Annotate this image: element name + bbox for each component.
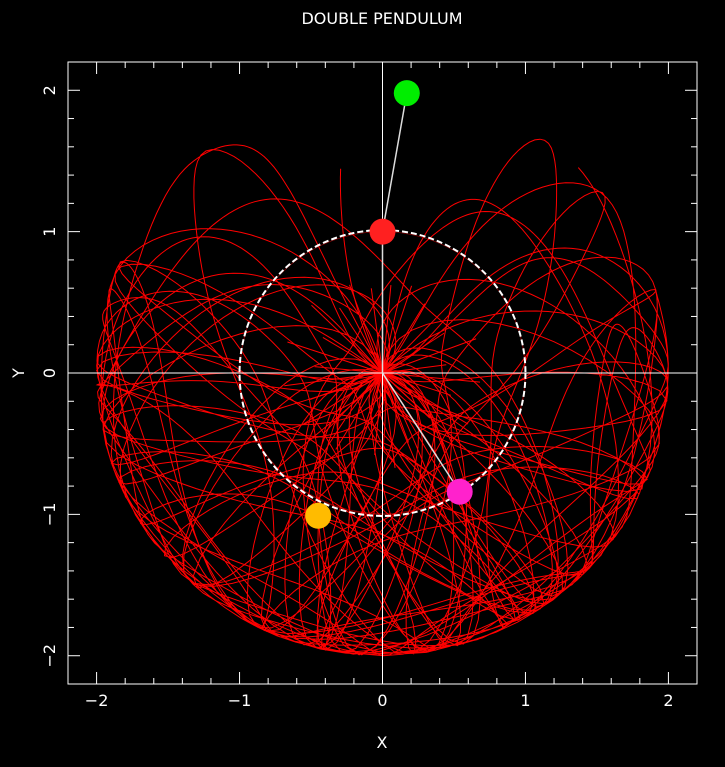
center-spoke [302, 372, 383, 426]
x-axis-label: X [377, 733, 388, 752]
center-spoke [382, 372, 469, 425]
x-tick-label: 2 [663, 691, 673, 710]
x-tick-label: −2 [85, 691, 109, 710]
x-tick-label: 1 [520, 691, 530, 710]
pendulum-bob [369, 218, 396, 245]
center-spoke [382, 303, 426, 374]
center-spoke [370, 288, 383, 374]
center-spoke [335, 372, 383, 450]
center-spoke [382, 332, 445, 374]
center-spoke [382, 284, 392, 374]
center-spoke [314, 366, 383, 374]
pendulum-rod [381, 372, 461, 493]
inner-bob-trail [239, 231, 526, 515]
center-spoke [382, 338, 477, 374]
pendulum-bob [305, 502, 332, 529]
center-spoke [382, 372, 409, 443]
y-tick-label: 1 [40, 227, 59, 237]
y-axis-label: Y [9, 368, 28, 379]
pendulum-rod [381, 92, 408, 232]
center-spoke [284, 372, 383, 387]
y-tick-label: −2 [40, 644, 59, 668]
center-spoke [353, 372, 383, 460]
center-spoke [382, 372, 452, 396]
y-tick-label: −1 [40, 503, 59, 527]
pendulum-rods [381, 92, 461, 493]
chart-title: DOUBLE PENDULUM [301, 9, 462, 28]
center-spoke [382, 285, 413, 374]
center-spoke [339, 307, 383, 374]
pendulum-bob [393, 80, 420, 107]
center-spoke [382, 372, 481, 383]
center-spoke [322, 372, 383, 435]
center-spoke [382, 364, 447, 374]
center-spoke [311, 304, 383, 374]
center-spoke [382, 372, 396, 469]
center-spoke [287, 341, 383, 374]
center-spoke [349, 284, 383, 374]
pendulum-bobs [305, 80, 473, 529]
center-spoke [374, 372, 383, 455]
tick-marks: −2 −1 0 1 2 −2 −1 0 1 2 [40, 61, 698, 710]
x-tick-label: −1 [228, 691, 252, 710]
center-spoke [382, 303, 451, 374]
y-tick-label: 2 [40, 85, 59, 95]
outer-bob-trail [95, 138, 669, 657]
pendulum-bob [446, 478, 473, 505]
y-tick-label: 0 [40, 368, 59, 378]
center-spoke [322, 336, 383, 374]
x-tick-label: 0 [377, 691, 387, 710]
center-spoke [382, 372, 431, 419]
center-spoke [309, 372, 383, 400]
